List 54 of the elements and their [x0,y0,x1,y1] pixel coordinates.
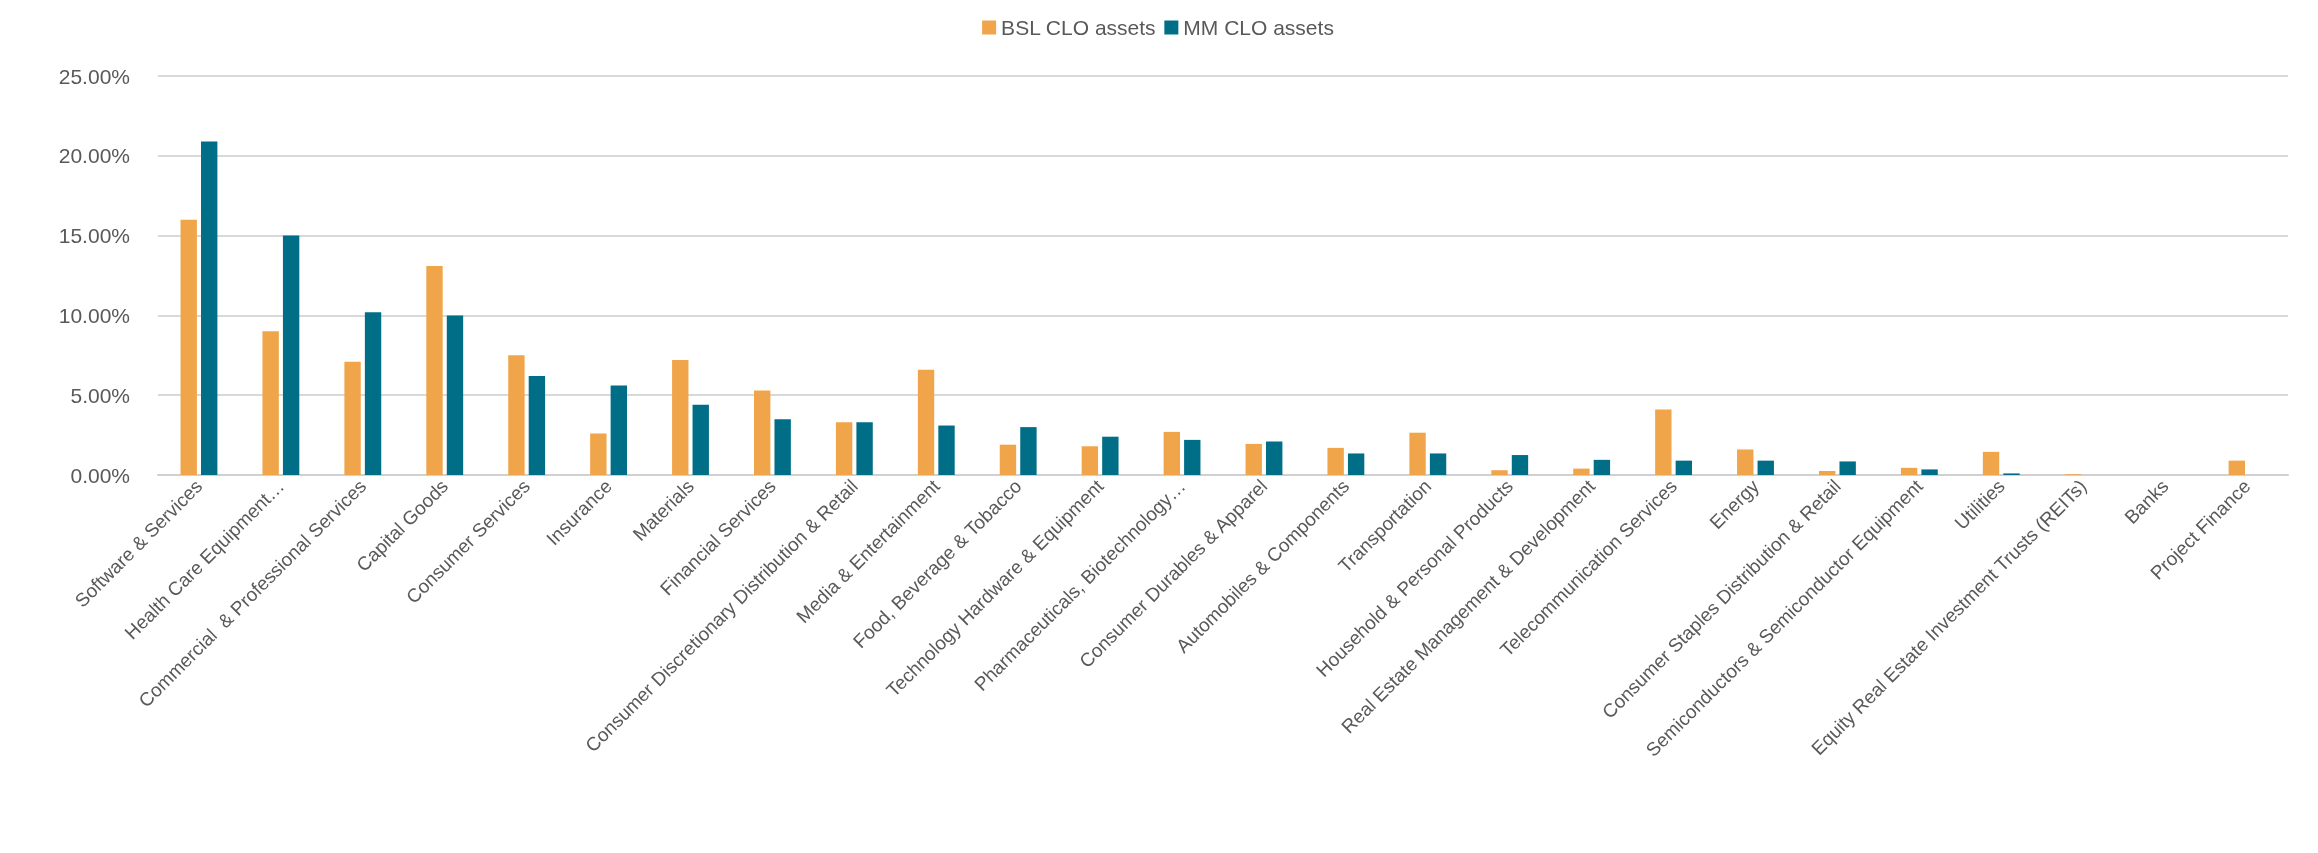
bar [1327,447,1344,475]
bar [753,390,771,475]
bar [1081,446,1099,475]
y-tick-label: 5.00% [70,383,130,407]
y-tick-label: 20.00% [58,144,130,168]
bar [508,355,525,475]
bar [201,141,218,475]
bar [1491,470,1508,475]
bar [938,425,955,475]
bar [1020,427,1037,475]
bar [610,385,628,475]
bar [344,361,361,475]
bar [1655,409,1672,475]
bar [1593,459,1611,475]
bar [692,404,709,475]
bar [1982,451,2000,475]
legend-label: MM CLO assets [1183,16,1334,39]
bar [1757,460,1774,475]
bar [999,444,1017,475]
bar [1511,455,1529,475]
bar [1266,441,1283,475]
y-tick-label: 25.00% [58,64,130,88]
bar [528,376,546,475]
legend-label: BSL CLO assets [1001,16,1156,39]
bar [1921,469,1938,475]
bar [672,360,689,475]
bar [1839,461,1856,475]
y-tick-label: 0.00% [70,463,130,487]
bar [835,422,853,475]
y-tick-label: 15.00% [58,224,130,248]
bar [1737,449,1754,475]
bar [1102,436,1119,475]
bar [1573,468,1590,475]
bar [282,235,300,475]
bar [1409,432,1426,475]
bar [774,419,791,475]
bar [426,265,443,475]
bar [917,369,935,475]
bar [856,422,873,475]
bar [2228,460,2245,475]
bar [590,433,607,475]
bar [262,331,279,475]
bar [1900,467,1918,475]
bar [1818,471,1836,475]
bar [1245,443,1262,475]
bar [1347,453,1365,475]
bar [446,315,464,475]
bar [180,219,197,475]
bar [1184,439,1201,475]
bar [1163,431,1180,475]
bar [1675,460,1693,475]
bar [1429,453,1447,475]
bar [364,312,382,475]
y-tick-label: 10.00% [58,303,130,327]
